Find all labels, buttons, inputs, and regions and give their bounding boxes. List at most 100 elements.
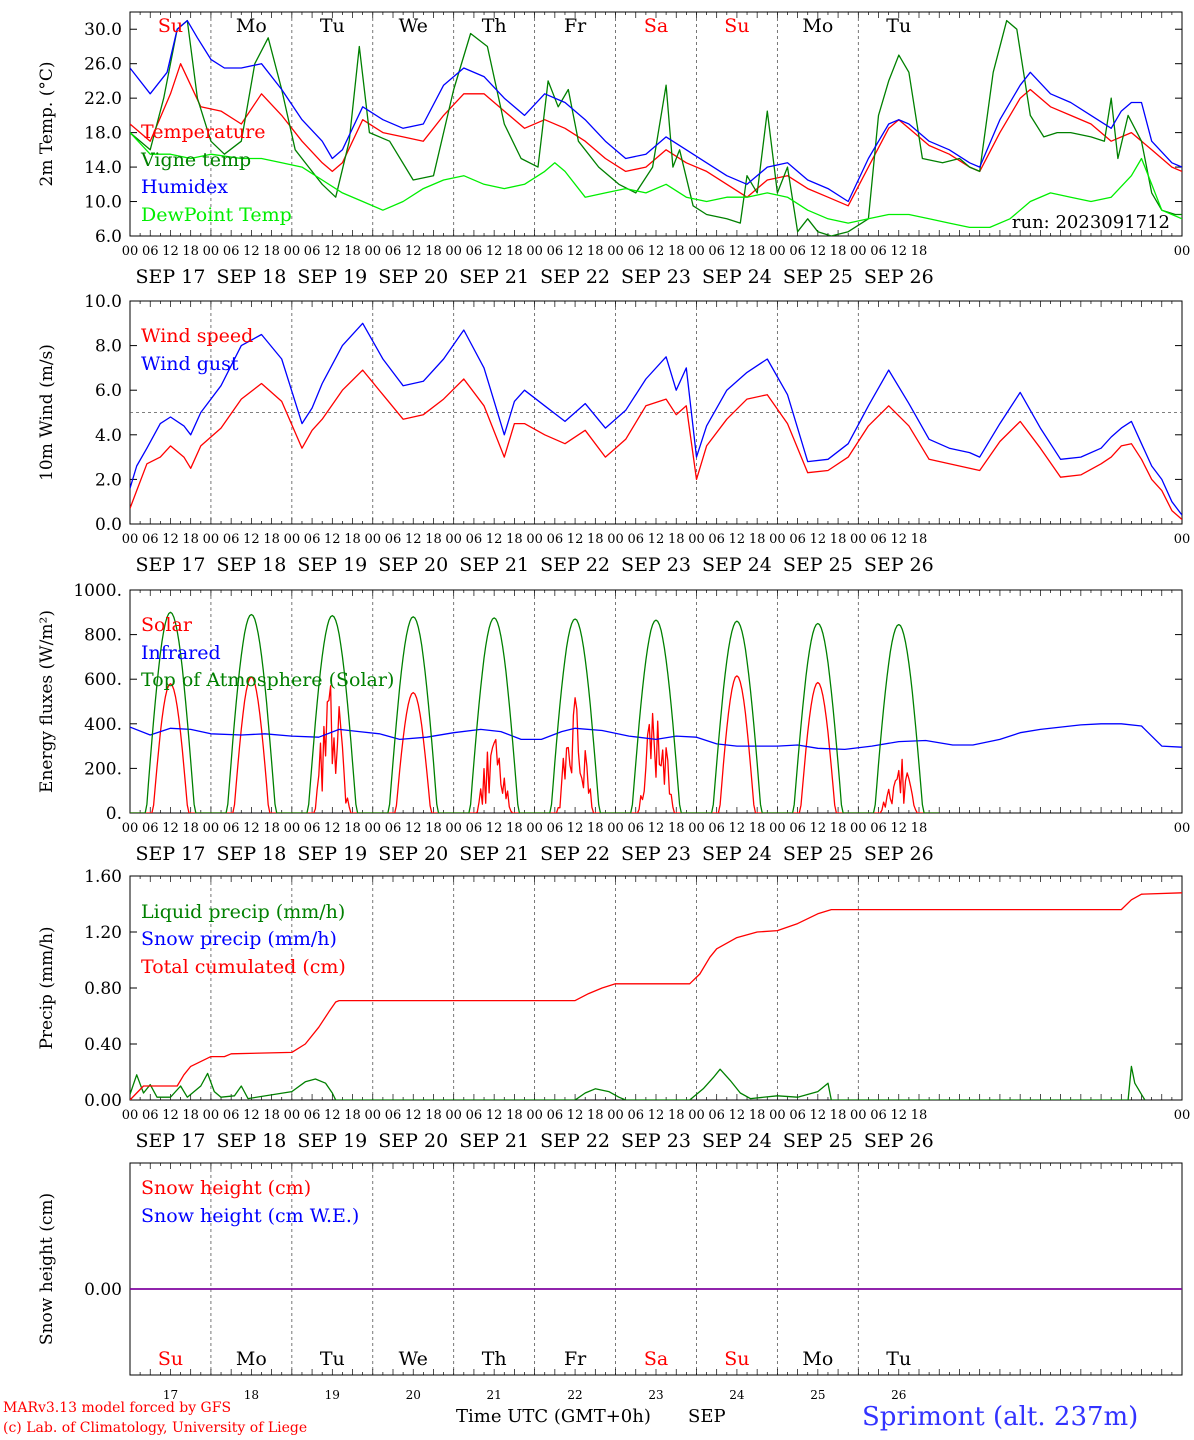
- y-tick-label: 22.0: [84, 89, 122, 109]
- liquid-precip-mm-h-line: [130, 1065, 1146, 1100]
- day-abbr: Fr: [564, 15, 587, 37]
- hour-tick-label: 06: [708, 1108, 725, 1123]
- hour-tick-label: 06: [708, 532, 725, 547]
- hour-tick-label: 06: [789, 532, 806, 547]
- hour-tick-label: 18: [506, 532, 523, 547]
- hour-tick-label: 00: [203, 244, 220, 259]
- hour-tick-label: 06: [223, 244, 240, 259]
- hour-tick-label: 12: [810, 532, 827, 547]
- day-number: 25: [810, 1388, 825, 1402]
- hour-tick-label: 00: [688, 532, 705, 547]
- hour-tick-label: 12: [567, 244, 584, 259]
- hour-tick-label: 06: [627, 244, 644, 259]
- temperature-line: [130, 63, 1182, 207]
- y-tick-label: 2.0: [95, 470, 122, 490]
- hour-tick-label: 06: [466, 244, 483, 259]
- hour-tick-label: 00: [364, 532, 381, 547]
- panel-energy: 0. 200. 400. 600. 800. 1000. Energy fluxes (W/…: [37, 581, 1190, 865]
- hour-tick-label: 06: [223, 532, 240, 547]
- y-tick-label: 4.0: [95, 426, 122, 446]
- hour-tick-label: 06: [142, 821, 159, 836]
- legend-item: Humidex: [141, 176, 228, 198]
- hour-tick-label: 00: [445, 1108, 462, 1123]
- hour-tick-label: 18: [749, 821, 766, 836]
- hour-tick-label: 18: [344, 821, 361, 836]
- day-abbr: Mo: [802, 1348, 833, 1370]
- legend-item: DewPoint Temp: [141, 204, 292, 226]
- hour-tick-label: 06: [547, 532, 564, 547]
- hour-tick-label: 00: [526, 1108, 543, 1123]
- hour-tick-label: 12: [324, 532, 341, 547]
- hour-tick-label: 12: [810, 821, 827, 836]
- date-label: SEP 19: [297, 554, 367, 576]
- hour-tick-label: 00: [284, 1108, 301, 1123]
- day-abbr: Tu: [886, 1348, 911, 1370]
- temperature-y-axis-label: 2m Temp. (°C): [37, 61, 57, 186]
- hour-tick-label: 18: [749, 532, 766, 547]
- hour-tick-label: 00: [364, 821, 381, 836]
- hour-tick-label: 12: [243, 532, 260, 547]
- day-abbr: Fr: [564, 1348, 587, 1370]
- copyright-credit: (c) Lab. of Climatology, University of L…: [3, 1420, 308, 1436]
- hour-tick-label: 00: [607, 1108, 624, 1123]
- date-label: SEP 17: [136, 1130, 206, 1152]
- hour-tick-label: 18: [425, 532, 442, 547]
- date-label: SEP 24: [702, 1130, 772, 1152]
- precip-y-axis-label: Precip (mm/h): [37, 926, 57, 1049]
- day-number: 21: [487, 1388, 502, 1402]
- hour-tick-label: 06: [385, 1108, 402, 1123]
- hour-tick-label: 06: [466, 1108, 483, 1123]
- legend-item: Liquid precip (mm/h): [141, 901, 345, 923]
- hour-tick-label: 12: [648, 821, 665, 836]
- hour-tick-label: 12: [567, 532, 584, 547]
- date-label: SEP 19: [297, 1130, 367, 1152]
- y-tick-label: 10.0: [84, 292, 122, 312]
- y-tick-label: 30.0: [84, 20, 122, 40]
- snow-y-axis-label: Snow height (cm): [37, 1193, 57, 1345]
- hour-tick-label: 00: [284, 244, 301, 259]
- y-tick-label: 1.20: [84, 923, 122, 943]
- day-number: 22: [567, 1388, 582, 1402]
- dewpoint-temp-line: [130, 132, 1182, 229]
- hour-tick-label: 18: [344, 532, 361, 547]
- energy-frame: [129, 589, 1183, 814]
- hour-tick-label: 12: [567, 1108, 584, 1123]
- legend-item: Wind speed: [141, 325, 253, 347]
- y-tick-label: 0.0: [95, 515, 122, 535]
- hour-tick-label: 00: [769, 821, 786, 836]
- date-label: SEP 25: [783, 1130, 853, 1152]
- solar-line: [130, 675, 940, 813]
- day-abbr: Su: [724, 15, 749, 37]
- hour-tick-label: 18: [911, 1108, 928, 1123]
- date-label: SEP 22: [540, 554, 610, 576]
- vigne-temp-line: [130, 19, 1182, 236]
- hour-tick-label: 18: [344, 1108, 361, 1123]
- day-number: 24: [729, 1388, 745, 1402]
- y-tick-label: 400.: [84, 715, 122, 735]
- day-abbr: Su: [724, 1348, 749, 1370]
- hour-tick-label: 00: [122, 821, 139, 836]
- hour-tick-label: 18: [911, 821, 928, 836]
- hour-tick-label: 18: [587, 244, 604, 259]
- hour-tick-label: 18: [263, 821, 280, 836]
- hour-tick-label: 18: [182, 244, 199, 259]
- date-label: SEP 17: [136, 843, 206, 865]
- y-tick-label: 18.0: [84, 124, 122, 144]
- date-label: SEP 22: [540, 1130, 610, 1152]
- hour-tick-label: 06: [385, 244, 402, 259]
- hour-tick-label: 12: [405, 244, 422, 259]
- legend-item: Top of Atmosphere (Solar): [141, 669, 394, 691]
- panel-snow: 0.00 Snow height (cm) Snow height (cm) Snow…: [37, 1162, 1183, 1402]
- hour-tick-label: 06: [385, 532, 402, 547]
- hour-tick-label: 18: [263, 532, 280, 547]
- date-label: SEP 17: [136, 266, 206, 288]
- month-label: SEP: [688, 1406, 726, 1427]
- hour-tick-label: 12: [324, 244, 341, 259]
- hour-tick-label: 18: [263, 1108, 280, 1123]
- hour-tick-label: 06: [304, 1108, 321, 1123]
- y-tick-label: 0.40: [84, 1035, 122, 1055]
- hour-tick-label: 00: [1174, 244, 1191, 259]
- day-abbr: Su: [158, 1348, 183, 1370]
- hour-tick-label: 06: [627, 1108, 644, 1123]
- humidex-line: [130, 19, 1182, 203]
